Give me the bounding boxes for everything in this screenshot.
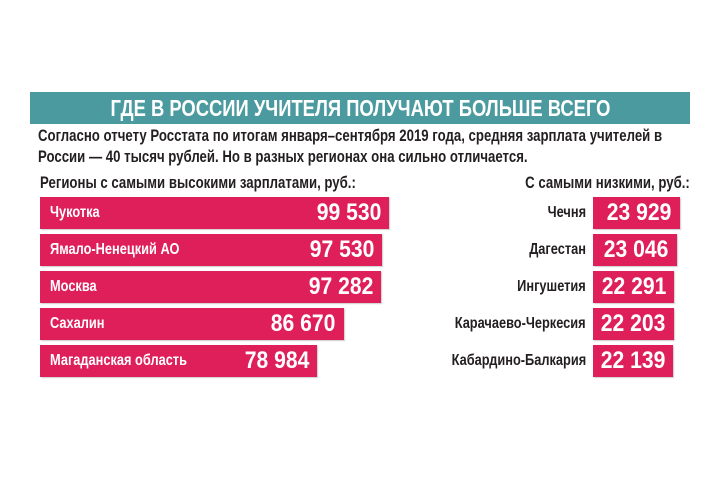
bar-label-text: Магаданская область [50, 352, 187, 369]
bar-low-3: 22 203 [593, 308, 674, 340]
bar-label-text: Карачаево-Черкесия [455, 315, 586, 332]
bar-label-text: Дагестан [529, 241, 586, 258]
bar-label: Магаданская область [50, 345, 221, 377]
bar-value: 99 530 [308, 197, 381, 229]
bar-high-2: Москва 97 282 [40, 271, 382, 303]
bar-label-text: Кабардино-Балкария [451, 352, 586, 369]
bar-value-text: 23 929 [607, 199, 672, 226]
high-salaries-heading: Регионы с самыми высокими зарплатами, ру… [40, 174, 435, 193]
bar-value-text: 22 139 [600, 347, 666, 374]
bar-value-text: 97 530 [309, 236, 374, 263]
bar-low-4: 22 139 [592, 345, 674, 377]
high-salaries-heading-text: Регионы с самыми высокими зарплатами, ру… [40, 174, 356, 192]
bar-low-2: 22 291 [593, 271, 674, 303]
bar-value: 22 291 [593, 271, 666, 303]
subtitle-text-1: Согласно отчету Росстата по итогам январ… [38, 127, 663, 145]
bar-label-text: Ямало-Ненецкий АО [50, 241, 180, 258]
bar-label: Дагестан [515, 234, 586, 266]
bar-label-text: Чукотка [50, 204, 100, 221]
bar-high-1: Ямало-Ненецкий АО 97 530 [40, 234, 382, 266]
bar-value: 22 203 [592, 308, 666, 340]
bar-label: Чукотка [50, 197, 112, 229]
bar-value-text: 23 046 [604, 236, 669, 263]
bar-value-text: 99 530 [316, 199, 381, 226]
bar-low-0: 23 929 [593, 197, 680, 229]
low-salaries-heading-text: С самыми низкими, руб.: [525, 174, 690, 192]
bar-label-text: Москва [50, 278, 97, 295]
title-banner: ГДЕ В РОССИИ УЧИТЕЛЯ ПОЛУЧАЮТ БОЛЬШЕ ВСЕ… [30, 92, 690, 124]
bar-label-text: Ингушетия [517, 278, 586, 295]
chart-title: ГДЕ В РОССИИ УЧИТЕЛЯ ПОЛУЧАЮТ БОЛЬШЕ ВСЕ… [110, 95, 610, 121]
bar-label: Сахалин [50, 308, 118, 340]
bar-high-4: Магаданская область 78 984 [40, 345, 317, 377]
bar-low-1: 23 046 [593, 234, 677, 266]
bar-value: 22 139 [592, 345, 666, 377]
bar-label: Москва [50, 271, 108, 303]
bar-label: Ингушетия [500, 271, 586, 303]
bar-label: Чечня [538, 197, 586, 229]
bar-value: 97 282 [300, 271, 373, 303]
bar-label-text: Сахалин [50, 315, 105, 332]
bar-label: Карачаево-Черкесия [422, 308, 586, 340]
subtitle-line-1: Согласно отчету Росстата по итогам январ… [38, 127, 720, 146]
bar-value-text: 78 984 [244, 347, 309, 374]
subtitle-line-2: России — 40 тысяч рублей. Но в разных ре… [38, 148, 650, 167]
bar-value: 86 670 [262, 308, 336, 340]
bar-value: 97 530 [301, 234, 374, 266]
bar-value-text: 86 670 [271, 310, 336, 337]
bar-value-text: 97 282 [308, 273, 374, 300]
bar-high-3: Сахалин 86 670 [40, 308, 344, 340]
bar-label-text: Чечня [547, 204, 586, 221]
subtitle-text-2: России — 40 тысяч рублей. Но в разных ре… [38, 148, 528, 166]
low-salaries-heading: С самыми низкими, руб.: [484, 174, 690, 193]
bar-label: Кабардино-Балкария [418, 345, 586, 377]
bar-value: 78 984 [236, 345, 309, 377]
bar-value-text: 22 203 [600, 310, 666, 337]
bar-label: Ямало-Ненецкий АО [50, 234, 212, 266]
bar-value-text: 22 291 [601, 273, 666, 300]
bar-value: 23 046 [595, 234, 669, 266]
bar-value: 23 929 [598, 197, 672, 229]
bar-high-0: Чукотка 99 530 [40, 197, 389, 229]
